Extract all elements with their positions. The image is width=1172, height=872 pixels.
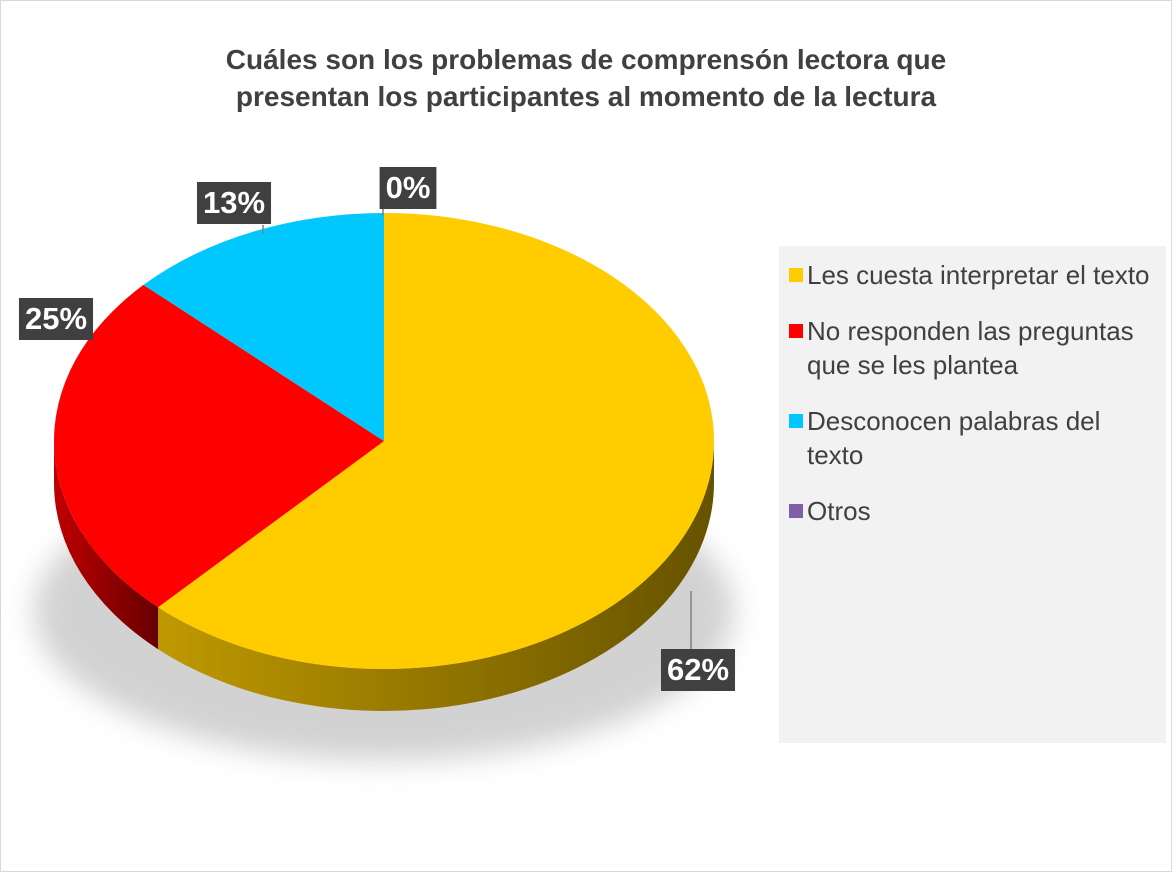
slice [143,213,384,441]
legend-entry: Otros [789,494,1160,528]
slice [53,284,385,608]
data-label-box [18,298,94,340]
legend-label: Les cuesta interpretar el texto [807,260,1150,290]
data-label: 25% [25,301,87,336]
legend-marker [789,268,803,282]
data-label-box [660,649,736,691]
legend-marker [789,414,803,428]
slice-side [54,441,159,650]
data-label-box [196,182,272,224]
slice [158,213,714,669]
legend-entry: Les cuesta interpretar el texto [789,258,1160,292]
data-label-box [379,167,437,209]
legend: Les cuesta interpretar el texto No respon… [779,246,1166,743]
legend-label: Desconocen palabras del texto [807,406,1101,470]
data-label: 13% [203,185,265,220]
legend-entry: Desconocen palabras del texto [789,404,1160,472]
legend-label: Otros [807,496,871,526]
legend-marker [789,324,803,338]
legend-entry: No responden las preguntas que se les pl… [789,314,1160,382]
chart-title: Cuáles son los problemas de comprensón l… [225,44,947,112]
data-label: 0% [386,170,431,205]
data-label: 62% [667,652,729,687]
legend-marker [789,504,803,518]
slice-side [158,441,714,711]
legend-label: No responden las preguntas que se les pl… [807,316,1134,380]
